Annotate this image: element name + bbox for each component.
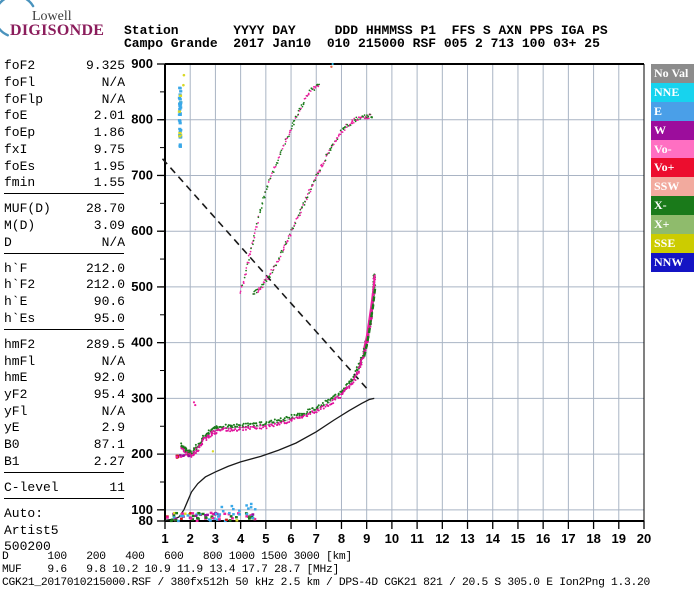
svg-text:15: 15 [511,531,525,546]
svg-text:11: 11 [410,531,424,546]
svg-text:3: 3 [212,531,219,546]
svg-text:12: 12 [435,531,449,546]
svg-text:8: 8 [338,531,345,546]
svg-text:200: 200 [131,446,153,461]
svg-text:1: 1 [161,531,168,546]
svg-text:900: 900 [131,56,153,71]
svg-text:14: 14 [486,531,501,546]
svg-text:500: 500 [131,279,153,294]
svg-text:7: 7 [313,531,320,546]
svg-text:19: 19 [612,531,626,546]
svg-text:10: 10 [385,531,399,546]
svg-text:300: 300 [131,390,153,405]
svg-text:20: 20 [637,531,651,546]
svg-text:16: 16 [536,531,550,546]
svg-text:5: 5 [262,531,269,546]
svg-text:800: 800 [131,112,153,127]
svg-text:17: 17 [561,531,575,546]
svg-text:18: 18 [586,531,600,546]
svg-text:400: 400 [131,335,153,350]
svg-text:600: 600 [131,223,153,238]
svg-text:4: 4 [237,531,245,546]
svg-text:13: 13 [460,531,474,546]
svg-text:9: 9 [363,531,370,546]
svg-text:700: 700 [131,167,153,182]
svg-text:80: 80 [139,513,153,528]
svg-text:6: 6 [287,531,294,546]
svg-text:2: 2 [187,531,194,546]
